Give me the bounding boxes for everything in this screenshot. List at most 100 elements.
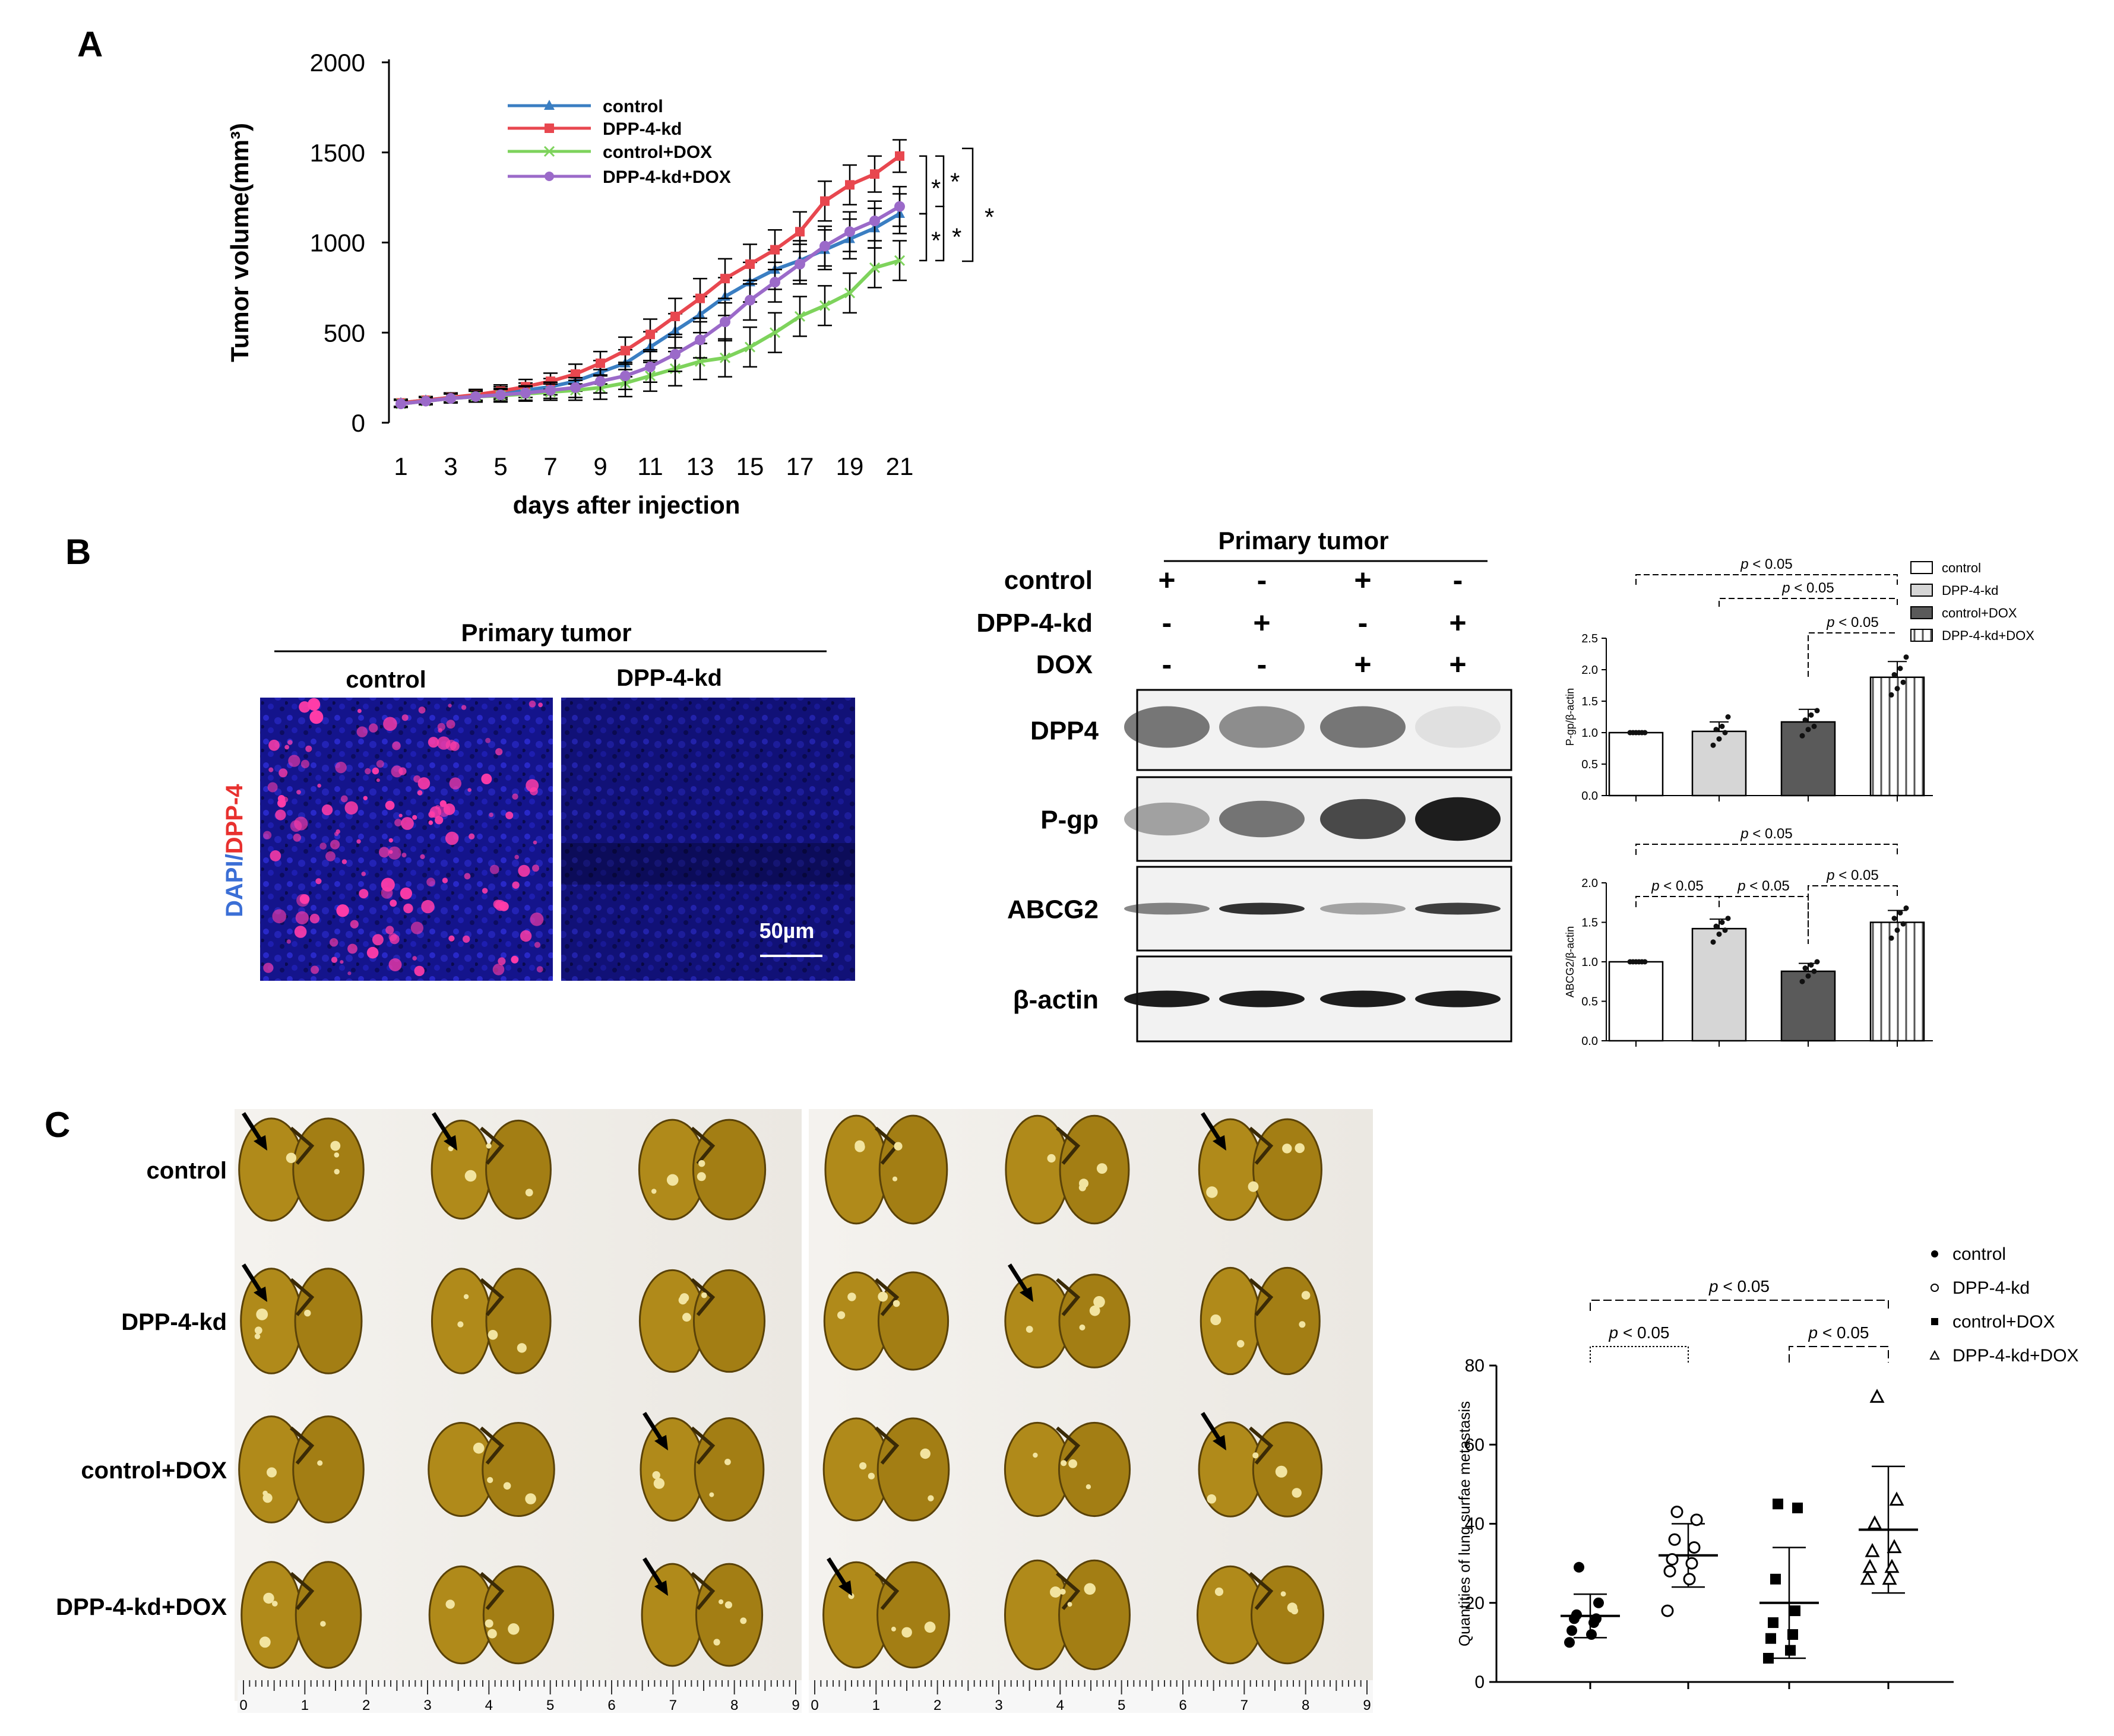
metastasis-nodule (473, 1442, 485, 1454)
ruler-number: 6 (1179, 1697, 1186, 1713)
lung-lobe (876, 1561, 950, 1669)
lung-lobe (431, 1268, 492, 1374)
data-point (670, 311, 680, 321)
data-point (1808, 962, 1814, 968)
comparison-label: p < 0.05 (1708, 1277, 1770, 1295)
dpp4-spot (414, 965, 425, 977)
lung-specimen (240, 1263, 363, 1374)
data-point (869, 216, 880, 227)
legend-marker (544, 100, 555, 110)
bar (1608, 731, 1664, 797)
data-point (1799, 733, 1805, 739)
data-point (495, 389, 506, 400)
dpp4-spot (331, 956, 338, 963)
lung-specimen (428, 1565, 555, 1665)
metastasis-nodule (847, 1293, 856, 1301)
data-point (470, 391, 481, 402)
dpp4-spot (295, 911, 309, 924)
wb-band (1124, 802, 1210, 836)
annotation-arrow-head (1020, 1287, 1033, 1302)
trachea (480, 1126, 505, 1165)
x-tick-label: 9 (593, 452, 607, 480)
data-point (1719, 920, 1725, 925)
x-tick-label: 19 (836, 452, 864, 480)
dpp4-spot (263, 831, 272, 840)
p-threshold: < 0.05 (1790, 580, 1834, 596)
dpp4-spot (495, 899, 506, 911)
dpp4-spot (294, 926, 307, 938)
data-point (870, 169, 879, 179)
metastasis-nodule (286, 1152, 297, 1164)
data-point (1722, 927, 1728, 933)
data-point (1785, 1645, 1796, 1656)
data-point (1862, 1558, 1878, 1573)
y-axis-title: Quantities of lung surfae metastasis (1455, 1401, 1473, 1646)
data-point (1710, 939, 1716, 945)
trachea (1249, 1426, 1274, 1465)
data-point (1805, 973, 1811, 979)
data-point (595, 376, 606, 387)
data-point (1661, 1604, 1674, 1617)
lung-specimen (238, 1112, 365, 1222)
ruler-number: 9 (1363, 1697, 1371, 1713)
dpp4-spot (512, 881, 520, 889)
metastasis-nodule (1248, 1181, 1259, 1192)
legend-label: control+DOX (1952, 1312, 2055, 1332)
dpp4-spot (357, 709, 362, 713)
dpp4-spot (538, 702, 543, 708)
data-point (1593, 1597, 1604, 1608)
data-point (1685, 1557, 1698, 1570)
y-tick-label: 0 (1474, 1672, 1485, 1692)
data-point (1636, 959, 1642, 965)
if-image-dppkd (561, 698, 855, 981)
lung-lobe (878, 1114, 948, 1225)
metastasis-nodule (457, 1321, 464, 1328)
lung-lobe (1198, 1118, 1263, 1221)
metastasis-nodule (1301, 1291, 1311, 1300)
data-point (745, 259, 755, 269)
legend-label: control+DOX (1942, 606, 2017, 620)
data-point (1860, 1570, 1875, 1585)
dpp4-spot (464, 873, 471, 880)
row-label: control (146, 1158, 227, 1184)
metastasis-nodule (894, 1142, 903, 1151)
dpp4-spot (347, 943, 357, 954)
metastasis-nodule (1089, 1305, 1100, 1316)
data-point (1811, 723, 1817, 729)
bar (1780, 970, 1836, 1042)
wb-band (1124, 990, 1210, 1008)
metastasis-nodule (1047, 1154, 1056, 1163)
dpp4-spot (526, 779, 539, 792)
data-point (1900, 921, 1906, 927)
dpp4-spot (321, 804, 333, 816)
data-point (1792, 1502, 1803, 1513)
y-tick-label: 2.5 (1581, 632, 1598, 645)
legend-marker (545, 123, 554, 133)
p-symbol: p (1808, 1323, 1818, 1342)
data-point (1642, 730, 1648, 736)
metastasis-nodule (1026, 1326, 1033, 1333)
dpp4-spot (536, 966, 543, 972)
trachea (290, 1572, 315, 1610)
dpp4-spot (512, 793, 518, 800)
data-point (770, 277, 780, 288)
dapi-label: DAPI/ (221, 854, 248, 917)
trachea (875, 1572, 900, 1610)
data-point (395, 398, 406, 410)
trachea (691, 1426, 716, 1465)
data-point (719, 352, 731, 363)
data-point (1564, 1637, 1575, 1648)
wb-sign: + (1449, 606, 1466, 639)
comparison-bracket (1789, 1346, 1889, 1363)
dpp4-spot (330, 840, 340, 850)
data-point (1716, 736, 1722, 742)
metastasis-nodule (855, 1142, 865, 1152)
trachea (480, 1572, 505, 1610)
dpp4-spot (421, 899, 435, 914)
data-point (1770, 1573, 1781, 1585)
metastasis-nodule (486, 1143, 492, 1149)
wb-condition-rows: control + - + - DPP-4-kd - + - + DOX - - + + (976, 563, 1466, 681)
comparison-bracket (1635, 574, 1898, 585)
